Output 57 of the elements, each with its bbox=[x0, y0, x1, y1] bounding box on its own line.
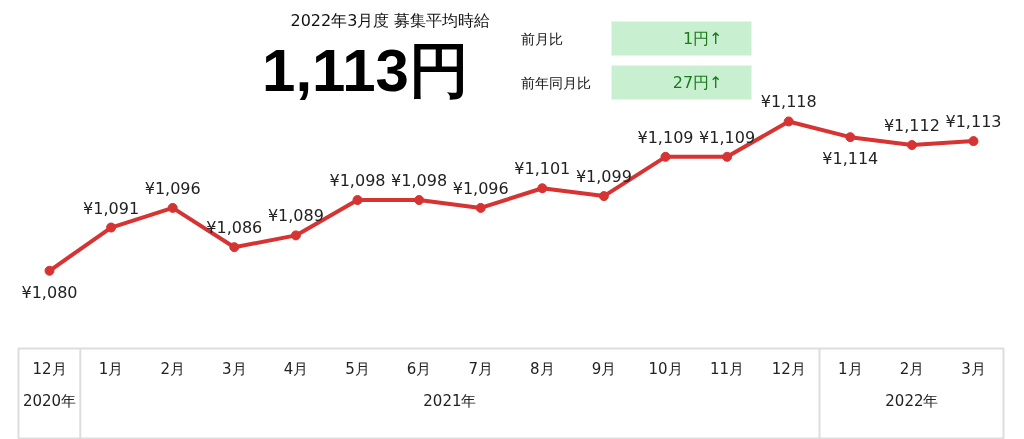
data-label: ¥1,099 bbox=[575, 167, 632, 187]
point bbox=[845, 132, 856, 143]
x-tick-label: 12月 bbox=[771, 359, 806, 378]
data-label: ¥1,089 bbox=[267, 206, 324, 226]
x-tick-label: 7月 bbox=[468, 359, 493, 378]
data-label: ¥1,098 bbox=[329, 171, 386, 191]
x-tick-label: 1月 bbox=[98, 359, 124, 378]
x-tick-label: 10月 bbox=[648, 359, 683, 378]
x-tick-label: 9月 bbox=[591, 359, 617, 378]
text: 2022年 bbox=[885, 391, 939, 410]
x-tick-label: 3月 bbox=[961, 359, 986, 378]
point bbox=[722, 151, 733, 162]
point bbox=[290, 230, 301, 241]
data-label: ¥1,118 bbox=[760, 92, 817, 112]
point bbox=[352, 195, 363, 206]
data-label: ¥1,114 bbox=[822, 149, 879, 169]
point bbox=[537, 183, 548, 194]
data-label: ¥1,096 bbox=[144, 178, 201, 198]
point bbox=[598, 191, 609, 202]
x-tick-label: 3月 bbox=[222, 359, 247, 378]
text: 前月比 bbox=[520, 30, 563, 47]
data-label: ¥1,101 bbox=[514, 159, 571, 179]
data-label: ¥1,086 bbox=[206, 218, 263, 238]
point bbox=[475, 202, 486, 213]
data-label: ¥1,109 bbox=[699, 127, 756, 147]
text: 1円↑ bbox=[682, 29, 723, 48]
text: 2021年 bbox=[423, 391, 477, 410]
point bbox=[106, 222, 117, 233]
data-label: ¥1,113 bbox=[945, 112, 1002, 132]
point bbox=[968, 136, 979, 147]
point bbox=[783, 116, 794, 127]
text: 前年同月比 bbox=[520, 74, 591, 91]
data-label: ¥1,091 bbox=[83, 198, 140, 218]
x-tick-label: 1月 bbox=[838, 359, 863, 378]
x-tick-label: 8月 bbox=[530, 359, 555, 378]
data-label: ¥1,080 bbox=[21, 282, 78, 302]
point bbox=[44, 265, 55, 276]
point bbox=[906, 140, 917, 151]
x-tick-label: 11月 bbox=[710, 359, 745, 378]
data-label: ¥1,109 bbox=[637, 127, 694, 147]
text: 2020年 bbox=[22, 391, 77, 410]
data-label: ¥1,096 bbox=[452, 178, 509, 198]
x-tick-label: 12月 bbox=[32, 359, 67, 378]
x-tick-label: 2月 bbox=[899, 359, 925, 378]
x-tick-label: 6月 bbox=[406, 359, 432, 378]
data-label: ¥1,112 bbox=[883, 116, 940, 136]
text: 1,113円 bbox=[262, 37, 469, 104]
point bbox=[414, 195, 425, 206]
chart-title: 2022年3月度 募集平均時給 bbox=[290, 11, 491, 30]
point bbox=[167, 202, 178, 213]
text: 27円↑ bbox=[672, 73, 723, 92]
x-tick-label: 5月 bbox=[345, 359, 370, 378]
x-tick-label: 4月 bbox=[283, 359, 309, 378]
x-tick-label: 2月 bbox=[160, 359, 185, 378]
data-label: ¥1,098 bbox=[391, 171, 448, 191]
point bbox=[229, 242, 240, 253]
point bbox=[660, 151, 671, 162]
